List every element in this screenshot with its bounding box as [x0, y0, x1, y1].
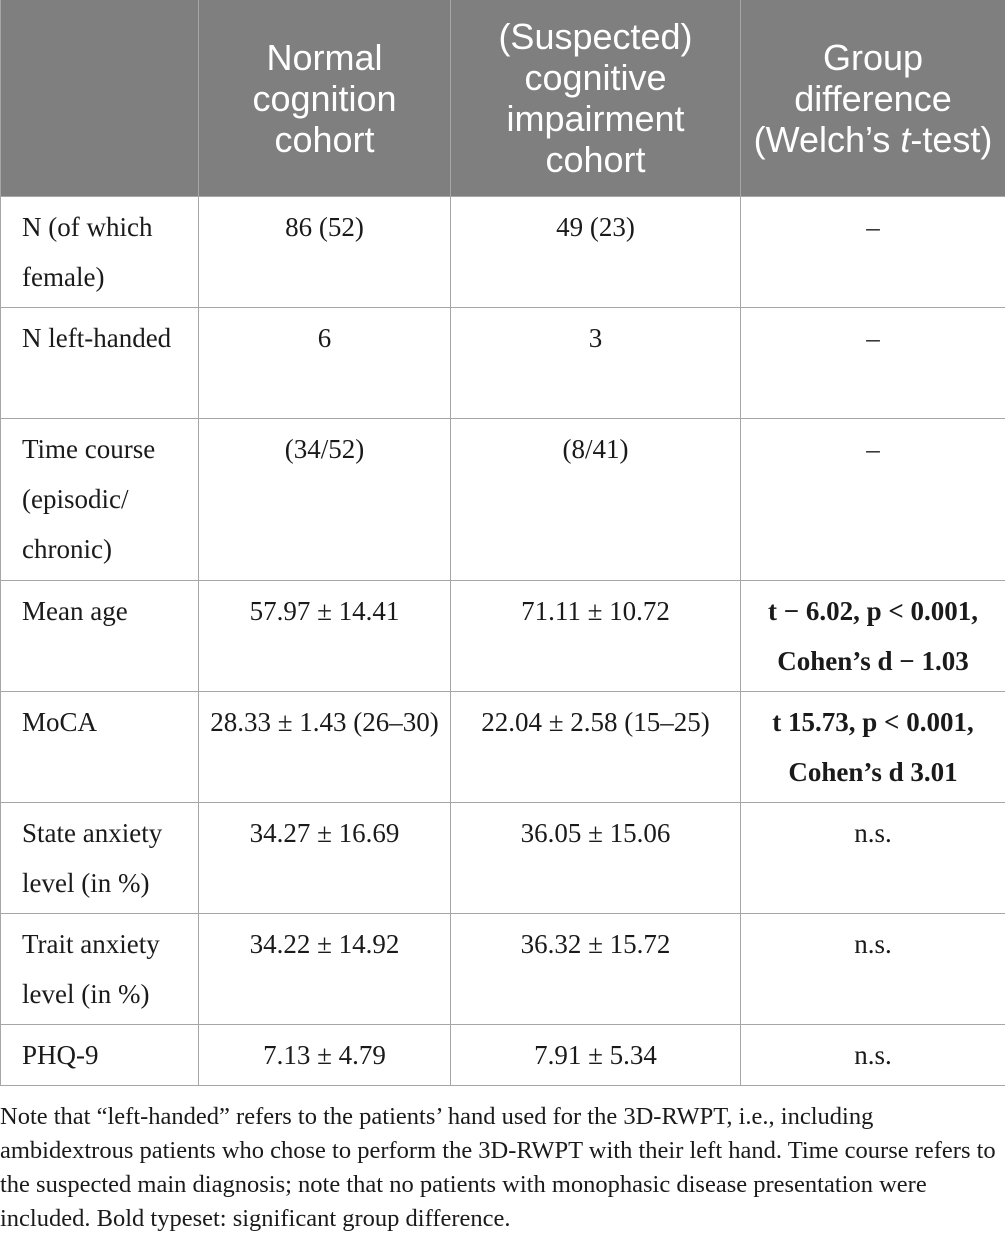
header-normal-cohort: Normal cognition cohort: [198, 0, 451, 197]
impaired-value: 22.04 ± 2.58 (15–25): [450, 691, 741, 803]
cohort-characteristics-table: Normal cognition cohort (Suspected) cogn…: [0, 0, 1005, 1086]
header-t-italic: t: [900, 118, 911, 160]
impaired-value: 7.91 ± 5.34: [450, 1024, 741, 1086]
normal-value: 34.22 ± 14.92: [198, 913, 451, 1025]
row-label: MoCA: [0, 691, 199, 803]
row-label: N (of which female): [0, 196, 199, 308]
difference-value-significant: t 15.73, p < 0.001, Cohen’s d 3.01: [740, 691, 1005, 803]
difference-value: –: [740, 307, 1005, 419]
normal-value: (34/52): [198, 418, 451, 581]
impaired-value: 36.32 ± 15.72: [450, 913, 741, 1025]
row-label: Time course (episodic/ chronic): [0, 418, 199, 581]
difference-value: –: [740, 196, 1005, 308]
table-row: Mean age 57.97 ± 14.41 71.11 ± 10.72 t −…: [0, 580, 1005, 692]
row-label: PHQ-9: [0, 1024, 199, 1086]
impaired-value: (8/41): [450, 418, 741, 581]
table-row: N left-handed 6 3 –: [0, 307, 1005, 419]
header-group-difference: Group difference (Welch’s t-test): [740, 0, 1005, 197]
normal-value: 28.33 ± 1.43 (26–30): [198, 691, 451, 803]
normal-value: 7.13 ± 4.79: [198, 1024, 451, 1086]
difference-value-significant: t − 6.02, p < 0.001, Cohen’s d − 1.03: [740, 580, 1005, 692]
table-row: MoCA 28.33 ± 1.43 (26–30) 22.04 ± 2.58 (…: [0, 691, 1005, 803]
normal-value: 34.27 ± 16.69: [198, 802, 451, 914]
header-impaired-cohort: (Suspected) cognitive impairment cohort: [450, 0, 741, 197]
table-row: Trait anxiety level (in %) 34.22 ± 14.92…: [0, 913, 1005, 1025]
table-header-row: Normal cognition cohort (Suspected) cogn…: [0, 0, 1005, 197]
impaired-value: 71.11 ± 10.72: [450, 580, 741, 692]
table-row: PHQ-9 7.13 ± 4.79 7.91 ± 5.34 n.s.: [0, 1024, 1005, 1086]
header-test-tail: -test): [910, 118, 993, 160]
difference-value: n.s.: [740, 913, 1005, 1025]
impaired-value: 49 (23): [450, 196, 741, 308]
header-empty: [0, 0, 199, 197]
table-footnote: Note that “left-handed” refers to the pa…: [0, 1103, 996, 1232]
row-label: State anxiety level (in %): [0, 802, 199, 914]
difference-value: n.s.: [740, 1024, 1005, 1086]
difference-value: –: [740, 418, 1005, 581]
normal-value: 86 (52): [198, 196, 451, 308]
normal-value: 6: [198, 307, 451, 419]
row-label: N left-handed: [0, 307, 199, 419]
impaired-value: 3: [450, 307, 741, 419]
header-group-difference-text: Group difference (Welch’s: [753, 36, 952, 160]
row-label: Trait anxiety level (in %): [0, 913, 199, 1025]
difference-value: n.s.: [740, 802, 1005, 914]
row-label: Mean age: [0, 580, 199, 692]
table-row: State anxiety level (in %) 34.27 ± 16.69…: [0, 802, 1005, 914]
characteristics-table-wrapper: Normal cognition cohort (Suspected) cogn…: [0, 0, 1005, 1086]
table-row: N (of which female) 86 (52) 49 (23) –: [0, 196, 1005, 308]
impaired-value: 36.05 ± 15.06: [450, 802, 741, 914]
normal-value: 57.97 ± 14.41: [198, 580, 451, 692]
table-row: Time course (episodic/ chronic) (34/52) …: [0, 418, 1005, 581]
